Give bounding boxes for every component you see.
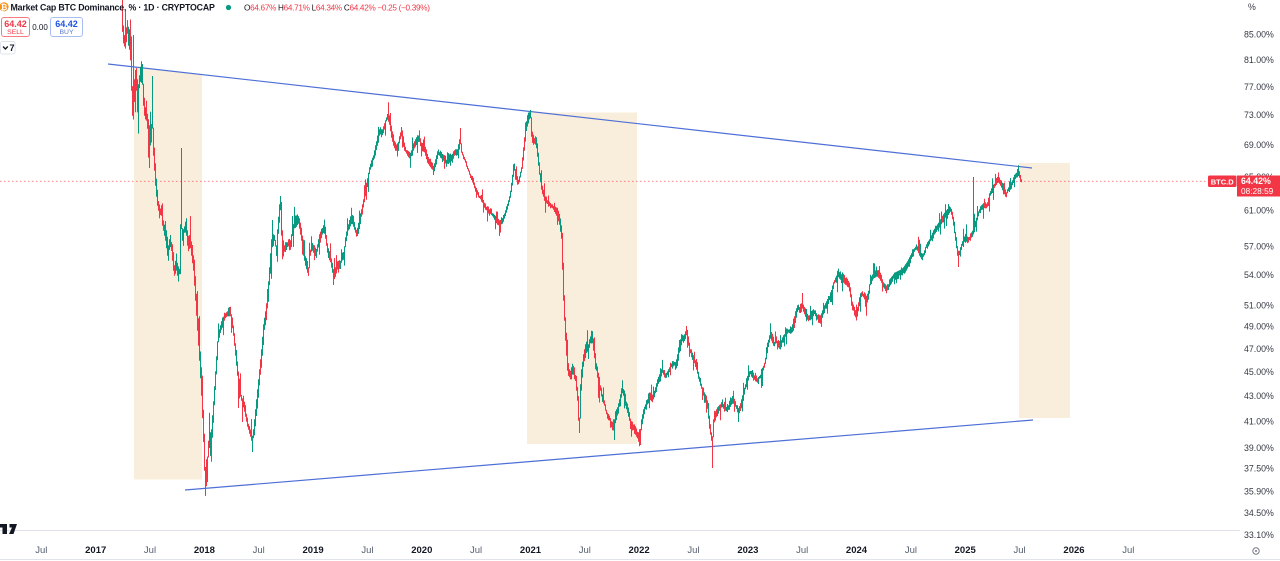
svg-text:BTC.D: BTC.D	[1211, 177, 1234, 186]
svg-text:81.00%: 81.00%	[1244, 55, 1274, 65]
svg-text:45.00%: 45.00%	[1244, 367, 1274, 377]
svg-text:2026: 2026	[1063, 545, 1084, 556]
svg-text:2021: 2021	[520, 545, 542, 556]
svg-text:61.00%: 61.00%	[1244, 206, 1274, 216]
svg-text:7: 7	[10, 43, 15, 53]
svg-text:Jul: Jul	[144, 545, 156, 556]
svg-text:2023: 2023	[737, 545, 758, 556]
svg-text:39.00%: 39.00%	[1244, 443, 1274, 453]
svg-text:2025: 2025	[955, 545, 977, 556]
svg-text:41.00%: 41.00%	[1244, 416, 1274, 426]
svg-text:2024: 2024	[846, 545, 868, 556]
svg-text:85.00%: 85.00%	[1244, 30, 1274, 40]
svg-text:57.00%: 57.00%	[1244, 242, 1274, 252]
svg-text:37.50%: 37.50%	[1244, 464, 1274, 474]
svg-text:35.90%: 35.90%	[1244, 487, 1274, 497]
svg-text:2019: 2019	[303, 545, 324, 556]
svg-text:69.00%: 69.00%	[1244, 140, 1274, 150]
svg-text:64.42%: 64.42%	[1241, 176, 1271, 186]
svg-text:73.00%: 73.00%	[1244, 110, 1274, 120]
svg-text:Jul: Jul	[905, 545, 917, 556]
svg-text:51.00%: 51.00%	[1244, 301, 1274, 311]
svg-text:Jul: Jul	[1014, 545, 1026, 556]
svg-text:Jul: Jul	[253, 545, 265, 556]
svg-text:Market Cap BTC Dominance, % ·: Market Cap BTC Dominance, % · 1D · CRYPT…	[11, 3, 216, 13]
svg-text:₿: ₿	[1, 3, 8, 12]
svg-text:47.00%: 47.00%	[1244, 344, 1274, 354]
svg-text:08:28:59: 08:28:59	[1241, 186, 1274, 196]
svg-text:34.50%: 34.50%	[1244, 508, 1274, 518]
svg-text:Jul: Jul	[687, 545, 699, 556]
svg-text:Jul: Jul	[361, 545, 373, 556]
svg-text:Jul: Jul	[35, 545, 47, 556]
svg-text:Jul: Jul	[1122, 545, 1134, 556]
svg-text:33.10%: 33.10%	[1244, 530, 1274, 540]
svg-text:2020: 2020	[411, 545, 432, 556]
svg-text:O64.67% H64.71% L64.34% C64.42: O64.67% H64.71% L64.34% C64.42% −0.25 (−…	[244, 4, 430, 13]
svg-text:2022: 2022	[629, 545, 650, 556]
svg-text:2018: 2018	[194, 545, 215, 556]
svg-text:54.00%: 54.00%	[1244, 270, 1274, 280]
svg-text:43.00%: 43.00%	[1244, 391, 1274, 401]
svg-text:49.00%: 49.00%	[1244, 322, 1274, 332]
svg-text:%: %	[1248, 2, 1256, 12]
svg-text:Jul: Jul	[579, 545, 591, 556]
svg-text:Jul: Jul	[470, 545, 482, 556]
svg-text:Jul: Jul	[796, 545, 808, 556]
svg-text:2017: 2017	[85, 545, 106, 556]
svg-text:77.00%: 77.00%	[1244, 82, 1274, 92]
